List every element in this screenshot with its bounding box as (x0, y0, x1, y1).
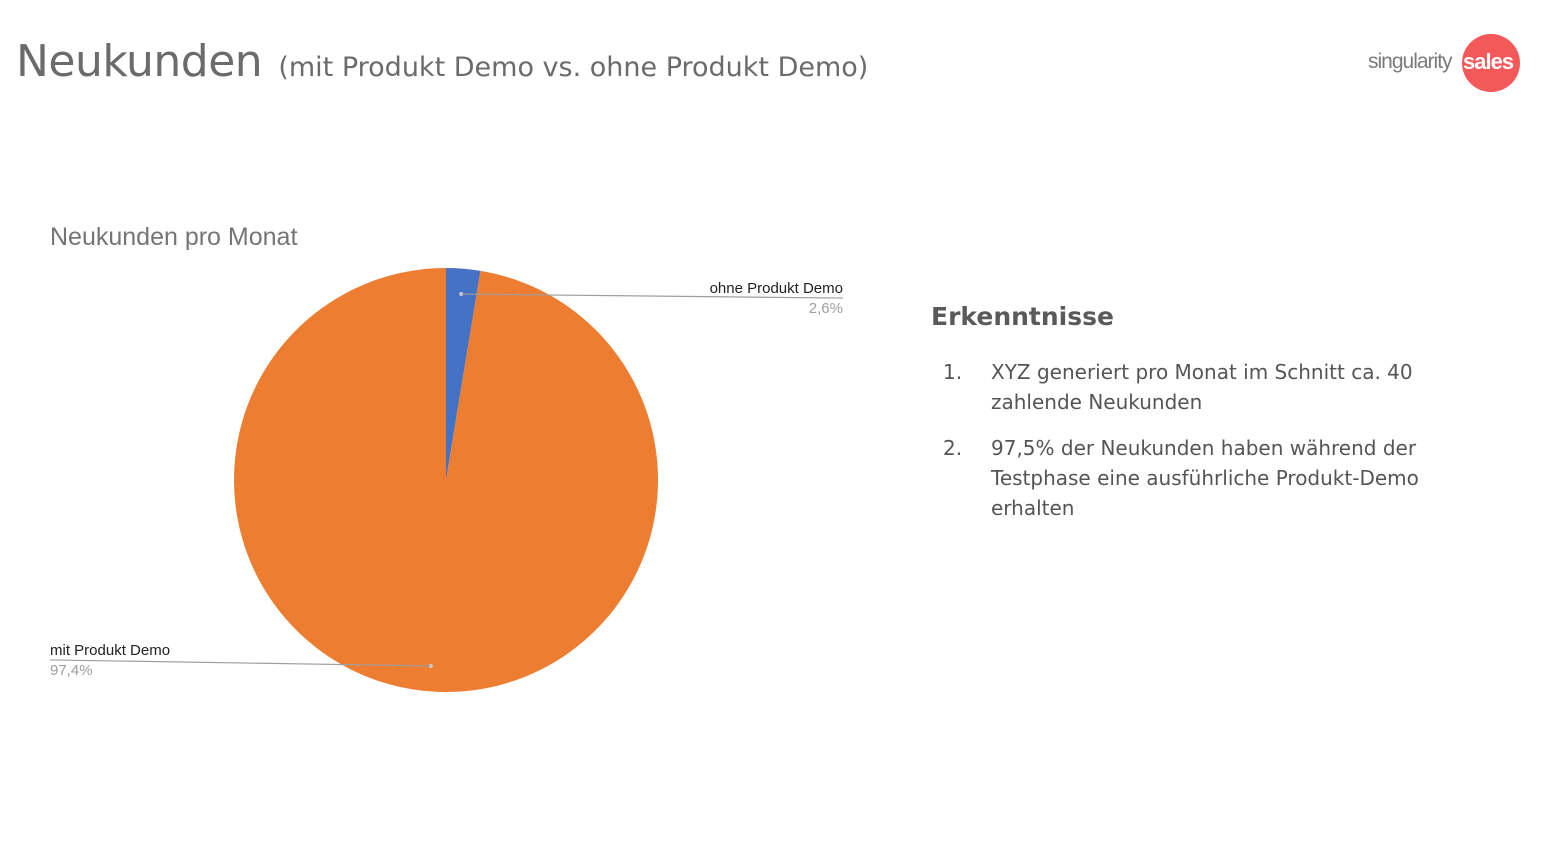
insight-item-1: 1. XYZ generiert pro Monat im Schnitt ca… (931, 357, 1471, 417)
slice-label-2: mit Produkt Demo (50, 642, 170, 659)
slide-title-main: Neukunden (16, 36, 263, 87)
slice-percent-2: 97,4% (50, 662, 93, 679)
slice-percent-1: 2,6% (809, 300, 843, 317)
insight-number: 2. (943, 436, 963, 460)
chart-title: Neukunden pro Monat (50, 223, 297, 251)
insight-text: 97,5% der Neukunden haben während der Te… (991, 436, 1419, 520)
insights-panel: Erkenntnisse 1. XYZ generiert pro Monat … (931, 302, 1471, 539)
insights-heading: Erkenntnisse (931, 302, 1114, 331)
slice-label-1: ohne Produkt Demo (710, 280, 843, 297)
leader-line (49, 659, 431, 667)
slide-title: Neukunden (mit Produkt Demo vs. ohne Pro… (16, 36, 868, 87)
pie-labels: ohne Produkt Demo 2,6% mit Produkt Demo 97,… (49, 280, 844, 679)
slide-subtitle: (mit Produkt Demo vs. ohne Produkt Demo) (278, 52, 869, 83)
logo-circle (1462, 34, 1520, 92)
logo-text-sales: sales (1463, 49, 1514, 74)
brand-logo: singularity sales (1366, 32, 1526, 92)
pie-slice-2 (233, 268, 658, 692)
pie-slices (233, 268, 658, 692)
logo-text-singularity: singularity (1368, 50, 1453, 73)
insight-item-2: 2. 97,5% der Neukunden haben während der… (931, 433, 1471, 523)
insight-text: XYZ generiert pro Monat im Schnitt ca. 4… (991, 360, 1413, 414)
insights-list: 1. XYZ generiert pro Monat im Schnitt ca… (931, 357, 1471, 523)
leader-line (461, 293, 844, 299)
insight-number: 1. (943, 360, 963, 384)
pie-chart: Neukunden pro Monat ohne Produkt Demo 2,6… (49, 223, 844, 692)
pie-slice-1 (446, 268, 481, 480)
